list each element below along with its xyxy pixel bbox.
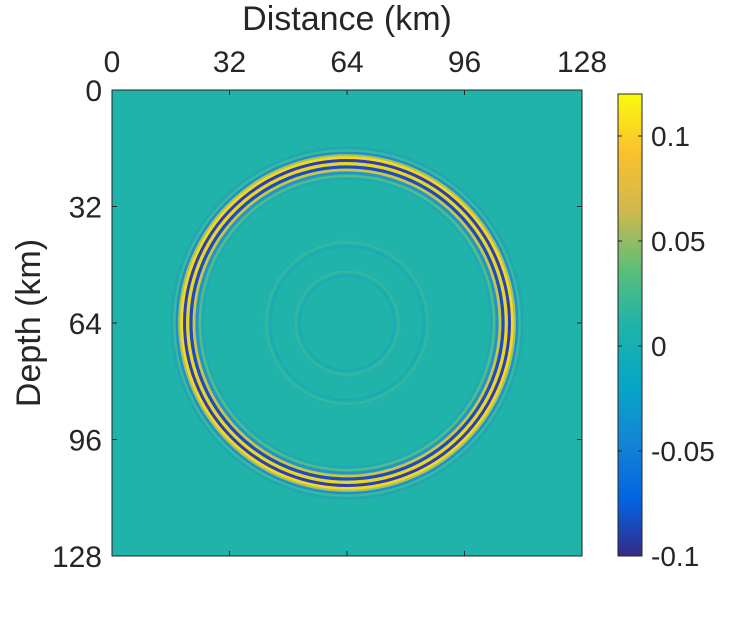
colorbar-tick-label: 0.1 xyxy=(651,121,690,152)
y-axis-ticks: 0 32 64 96 128 xyxy=(52,75,582,574)
ring-mark-main-10 xyxy=(198,174,496,472)
colorbar: -0.1 -0.05 0 0.05 0.1 xyxy=(617,93,715,572)
ring-mark-main-3 xyxy=(178,154,516,492)
plot-area xyxy=(111,89,583,557)
colorbar-frame xyxy=(617,93,643,557)
ring-mark-main-4 xyxy=(180,156,514,490)
colorbar-tick-label: -0.1 xyxy=(651,541,699,572)
x-tick-label: 64 xyxy=(330,46,363,79)
ring-mark-main-9 xyxy=(195,171,499,475)
y-axis-label: Depth (km) xyxy=(10,239,48,407)
y-tick-label: 128 xyxy=(52,541,102,574)
x-tick-label: 96 xyxy=(448,46,481,79)
x-axis-ticks: 0 32 64 96 128 xyxy=(104,46,607,556)
y-tick-label: 32 xyxy=(69,192,102,225)
ring-mark-main-8 xyxy=(192,168,502,478)
y-tick-label: 64 xyxy=(69,308,102,341)
ring-mark-inner-0-1 xyxy=(265,241,429,405)
ring-mark-inner-1-0 xyxy=(290,266,404,380)
colorbar-tick-label: -0.05 xyxy=(651,436,715,467)
ring-mark-inner-0-0 xyxy=(261,237,433,409)
ring-mark-main-2 xyxy=(175,151,519,495)
y-tick-label: 96 xyxy=(69,425,102,458)
ring-mark-main-6 xyxy=(186,162,508,484)
x-axis-label: Distance (km) xyxy=(242,0,452,38)
wavefront-rings xyxy=(170,146,524,500)
x-tick-label: 0 xyxy=(104,46,121,79)
ring-mark-inner-1-1 xyxy=(294,270,400,376)
colorbar-tick-label: 0.05 xyxy=(651,226,706,257)
ring-mark-inner-1-2 xyxy=(298,274,396,372)
ring-mark-main-1 xyxy=(173,149,521,497)
ring-mark-inner-0-2 xyxy=(269,245,425,401)
x-tick-label: 32 xyxy=(213,46,246,79)
colorbar-ticks: -0.1 -0.05 0 0.05 0.1 xyxy=(618,121,715,572)
ring-mark-main-0 xyxy=(170,146,524,500)
y-tick-label: 0 xyxy=(85,75,102,108)
colorbar-gradient xyxy=(618,94,642,556)
ring-mark-main-11 xyxy=(202,178,492,468)
ring-mark-main-5 xyxy=(183,159,511,487)
x-tick-label: 128 xyxy=(557,46,607,79)
colorbar-tick-label: 0 xyxy=(651,331,667,362)
ring-mark-main-7 xyxy=(189,165,505,481)
